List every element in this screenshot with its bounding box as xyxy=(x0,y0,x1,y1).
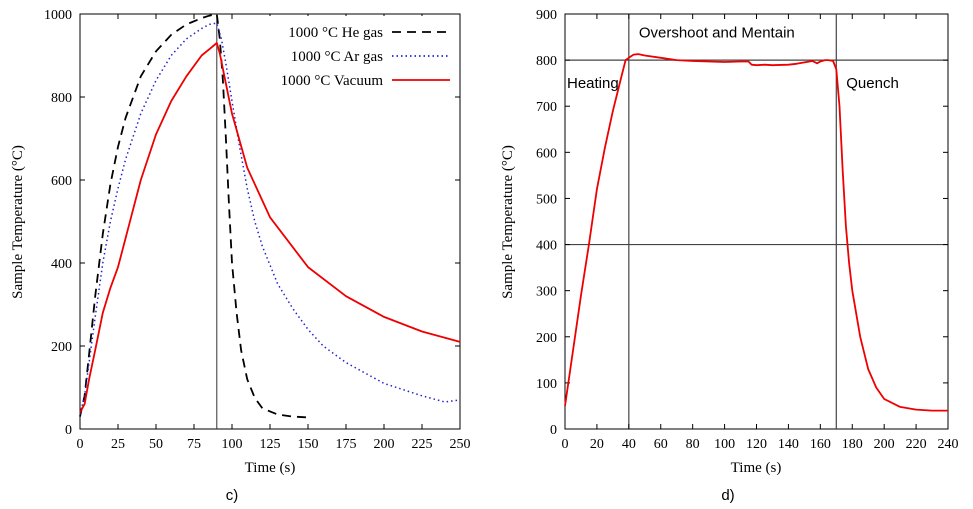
panel-d-ticks: 0 20 40 60 80 100 120 140 160 180 200 220 240 0 100 200… xyxy=(536,8,959,452)
y-tick-label: 600 xyxy=(536,146,557,161)
x-tick-label: 200 xyxy=(874,437,895,452)
x-tick-label: 75 xyxy=(187,437,201,452)
x-tick-label: 60 xyxy=(654,437,668,452)
y-tick-label: 200 xyxy=(51,340,72,355)
x-tick-label: 175 xyxy=(336,437,357,452)
x-tick-label: 150 xyxy=(298,437,319,452)
panel-c-legend: 1000 °C He gas 1000 °C Ar gas 1000 °C Vacu… xyxy=(248,16,458,89)
x-tick-label: 100 xyxy=(714,437,735,452)
panel-c-ticks: 0 25 50 75 100 125 150 175 200 225 250 0 200 400 600 80… xyxy=(44,8,471,452)
x-tick-label: 0 xyxy=(562,437,569,452)
legend-label: 1000 °C He gas xyxy=(288,25,383,41)
x-tick-label: 20 xyxy=(590,437,604,452)
panel-c-chart: 0 25 50 75 100 125 150 175 200 225 250 0 200 400 600 80… xyxy=(10,8,471,504)
panel-d-chart: 0 20 40 60 80 100 120 140 160 180 200 220 240 0 100 200… xyxy=(500,8,959,504)
annotation-label: Overshoot and Mentain xyxy=(639,24,795,41)
annotation-label: Quench xyxy=(846,75,899,92)
y-tick-label: 1000 xyxy=(44,8,72,23)
panel-c-x-axis-label: Time (s) xyxy=(245,460,296,476)
y-tick-label: 0 xyxy=(65,423,72,438)
legend-label: 1000 °C Ar gas xyxy=(291,49,383,65)
y-tick-label: 100 xyxy=(536,377,557,392)
x-tick-label: 225 xyxy=(412,437,433,452)
annotation-label: Heating xyxy=(567,75,619,92)
y-tick-label: 200 xyxy=(536,331,557,346)
panel-d-reference-lines xyxy=(565,14,948,429)
panel-d-y-axis-label: Sample Temperature (°C) xyxy=(500,145,516,299)
y-tick-label: 500 xyxy=(536,192,557,207)
series-line-0 xyxy=(564,53,948,412)
x-tick-label: 100 xyxy=(222,437,243,452)
legend-background xyxy=(248,16,458,88)
y-tick-label: 800 xyxy=(536,54,557,69)
x-tick-label: 140 xyxy=(778,437,799,452)
x-tick-label: 50 xyxy=(149,437,163,452)
panel-c-caption: c) xyxy=(226,487,239,504)
x-tick-label: 250 xyxy=(450,437,471,452)
panel-d-caption: d) xyxy=(721,487,734,504)
x-tick-label: 80 xyxy=(686,437,700,452)
y-tick-label: 600 xyxy=(51,174,72,189)
panel-d-x-axis-label: Time (s) xyxy=(731,460,782,476)
panel-d-series xyxy=(564,53,948,412)
y-tick-label: 400 xyxy=(536,239,557,254)
x-tick-label: 125 xyxy=(260,437,281,452)
panel-c-y-axis-label: Sample Temperature (°C) xyxy=(10,145,26,299)
x-tick-label: 220 xyxy=(906,437,927,452)
series-line-2 xyxy=(79,42,461,413)
panel-d-annotations: Heating Overshoot and Mentain Quench xyxy=(567,24,899,92)
x-tick-label: 40 xyxy=(622,437,636,452)
panel-c-series xyxy=(79,13,461,419)
series-line-0 xyxy=(79,13,309,419)
y-tick-label: 900 xyxy=(536,8,557,23)
y-tick-label: 0 xyxy=(550,423,557,438)
y-tick-label: 400 xyxy=(51,257,72,272)
x-tick-label: 120 xyxy=(746,437,767,452)
x-tick-label: 240 xyxy=(938,437,959,452)
x-tick-label: 160 xyxy=(810,437,831,452)
x-tick-label: 180 xyxy=(842,437,863,452)
y-tick-label: 700 xyxy=(536,100,557,115)
x-tick-label: 0 xyxy=(77,437,84,452)
legend-label: 1000 °C Vacuum xyxy=(281,73,384,89)
y-tick-label: 800 xyxy=(51,91,72,106)
y-tick-label: 300 xyxy=(536,285,557,300)
x-tick-label: 200 xyxy=(374,437,395,452)
x-tick-label: 25 xyxy=(111,437,125,452)
